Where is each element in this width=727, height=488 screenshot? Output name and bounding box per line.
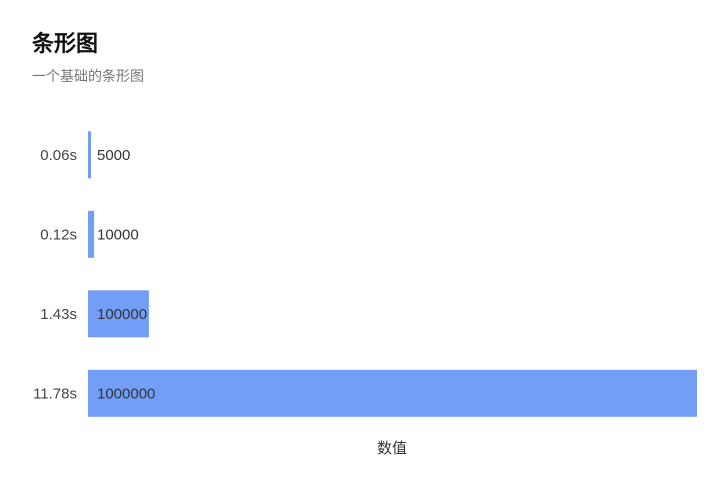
category-tick-label: 0.06s (40, 147, 77, 164)
bar-0 (88, 131, 91, 179)
category-tick-label: 0.12s (40, 226, 77, 243)
category-tick-label: 1.43s (40, 306, 77, 323)
data-label: 10000 (97, 226, 139, 243)
bar-1 (88, 210, 95, 258)
bar-3 (88, 369, 697, 417)
bars-layer (88, 131, 697, 417)
data-label: 5000 (97, 147, 130, 164)
data-label: 100000 (97, 306, 147, 323)
data-label: 1000000 (97, 385, 155, 402)
data-labels-layer: 5000 10000 100000 1000000 (97, 147, 155, 402)
chart-title: 条形图 (32, 32, 99, 57)
x-axis-title: 数值 (377, 439, 407, 457)
category-ticks-layer: 0.06s 0.12s 1.43s 11.78s (33, 147, 77, 402)
bar-2 (88, 290, 149, 338)
chart-subtitle: 一个基础的条形图 (32, 69, 144, 85)
category-tick-label: 11.78s (33, 385, 77, 402)
